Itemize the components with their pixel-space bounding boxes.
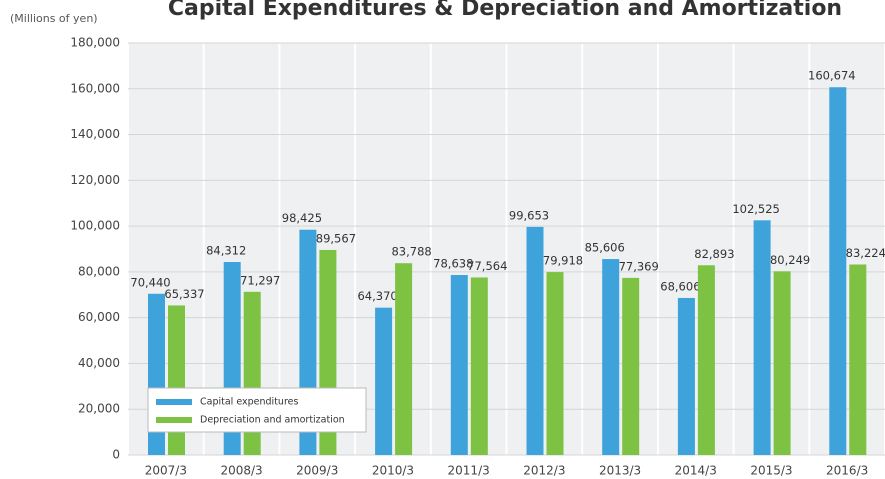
value-label: 71,297 <box>240 273 280 287</box>
column-background <box>129 43 203 455</box>
legend: Capital expenditures Depreciation and amo… <box>147 387 367 433</box>
y-tick-label: 0 <box>112 448 120 462</box>
value-label: 85,606 <box>585 241 625 255</box>
legend-box <box>147 387 367 433</box>
value-label: 79,918 <box>543 254 583 268</box>
bar <box>677 297 695 455</box>
value-label: 70,440 <box>130 275 170 289</box>
y-tick-label: 60,000 <box>78 310 120 324</box>
value-label: 102,525 <box>732 202 780 216</box>
bar <box>602 259 620 455</box>
legend-swatch <box>156 399 192 405</box>
bar <box>375 307 393 455</box>
bar <box>450 275 468 455</box>
value-label: 80,249 <box>770 253 810 267</box>
bar <box>849 264 867 455</box>
x-tick-label: 2010/3 <box>372 464 414 478</box>
x-tick-label: 2013/3 <box>599 464 641 478</box>
y-tick-label: 140,000 <box>70 127 120 141</box>
y-tick-label: 120,000 <box>70 173 120 187</box>
y-tick-label: 80,000 <box>78 264 120 278</box>
x-tick-label: 2009/3 <box>296 464 338 478</box>
value-label: 77,369 <box>619 259 659 273</box>
y-tick-label: 40,000 <box>78 356 120 370</box>
value-label: 65,337 <box>164 287 204 301</box>
column-background <box>280 43 355 455</box>
column-background <box>734 43 809 455</box>
x-tick-label: 2012/3 <box>523 464 565 478</box>
bar <box>526 226 544 455</box>
value-label: 78,638 <box>433 257 473 271</box>
column-background <box>583 43 657 455</box>
bar <box>546 272 564 455</box>
value-label: 99,653 <box>509 208 549 222</box>
x-tick-label: 2008/3 <box>220 464 262 478</box>
bar <box>829 87 847 455</box>
bar <box>753 220 771 455</box>
value-label: 64,370 <box>357 289 397 303</box>
y-tick-label: 180,000 <box>70 36 120 50</box>
column-background <box>356 43 430 455</box>
column-background <box>658 43 733 455</box>
legend-label: Depreciation and amortization <box>200 415 345 426</box>
bar <box>168 305 185 455</box>
value-label: 83,224 <box>846 246 885 260</box>
value-label: 89,567 <box>316 231 356 245</box>
x-tick-label: 2011/3 <box>448 464 490 478</box>
bar <box>622 277 640 455</box>
y-tick-label: 20,000 <box>78 402 120 416</box>
x-tick-label: 2014/3 <box>675 464 717 478</box>
value-label: 98,425 <box>282 211 322 225</box>
column-background <box>431 43 506 455</box>
x-tick-label: 2007/3 <box>145 464 187 478</box>
y-tick-label: 160,000 <box>70 81 120 95</box>
value-label: 82,893 <box>694 247 734 261</box>
value-label: 77,564 <box>467 259 507 273</box>
column-background <box>810 43 884 455</box>
legend-swatch <box>156 417 192 423</box>
value-label: 68,606 <box>660 279 700 293</box>
column-background <box>204 43 279 455</box>
x-tick-label: 2015/3 <box>750 464 792 478</box>
chart-title: Capital Expenditures & Depreciation and … <box>168 0 842 21</box>
y-axis-label: (Millions of yen) <box>10 12 98 25</box>
y-tick-label: 100,000 <box>70 219 120 233</box>
bar <box>773 271 791 455</box>
value-label: 84,312 <box>206 244 246 258</box>
bar <box>470 277 488 455</box>
value-label: 160,674 <box>808 69 856 83</box>
x-tick-label: 2016/3 <box>826 464 868 478</box>
column-background <box>507 43 582 455</box>
bar <box>697 265 715 455</box>
value-label: 83,788 <box>391 245 431 259</box>
bar <box>395 263 413 455</box>
legend-label: Capital expenditures <box>200 397 298 408</box>
